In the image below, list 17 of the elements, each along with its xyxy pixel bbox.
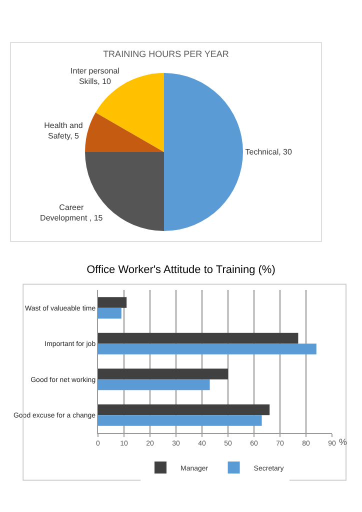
bar	[98, 415, 262, 426]
slice-label: Technical, 30	[245, 148, 292, 156]
bar	[98, 368, 228, 380]
bar	[98, 404, 270, 416]
bar	[98, 344, 316, 354]
slice-label: Career Development , 15	[40, 203, 104, 222]
bar	[98, 379, 210, 390]
chart-title: TRAINING HOURS PER YEAR	[103, 49, 230, 60]
slice-label: Health and Safety, 5	[44, 121, 83, 141]
chart-title: Office Worker's Attitude to Training (%)	[86, 264, 276, 276]
x-axis-title: %	[339, 437, 348, 447]
pie-slice	[164, 73, 243, 231]
pie-slice	[85, 112, 164, 152]
bar	[98, 308, 122, 319]
bar	[98, 332, 298, 344]
slice-label: Inter personal Skills, 10	[70, 66, 120, 86]
bar	[98, 297, 127, 308]
